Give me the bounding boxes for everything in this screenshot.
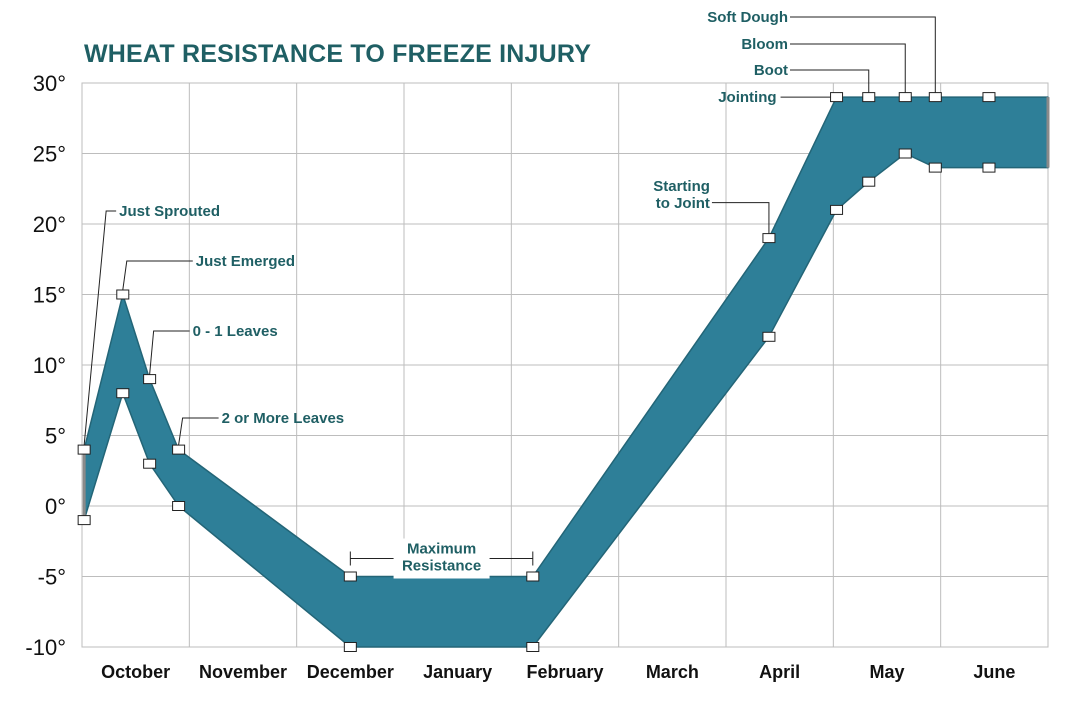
y-tick-label: 25°: [33, 142, 66, 167]
x-tick-label: May: [869, 662, 904, 682]
annotation-leader: [178, 417, 219, 446]
x-tick-label: February: [526, 662, 603, 682]
data-point-marker: [143, 458, 157, 469]
annotation-leader: [122, 260, 193, 291]
x-tick-label: March: [646, 662, 699, 682]
data-point-marker: [526, 642, 540, 652]
stage-annotations: Jointing Boot Bloom Soft Dough Starting to Jo…: [83, 9, 936, 579]
band-area: [83, 96, 1049, 648]
data-point-marker: [862, 176, 876, 187]
annotation-label: Just Sprouted: [119, 203, 220, 220]
annotation-label: Just Emerged: [196, 253, 295, 270]
x-tick-label: April: [759, 662, 800, 682]
annotation-label: Bloom: [741, 36, 788, 53]
data-point-marker: [143, 374, 157, 385]
data-point-marker: [116, 289, 130, 300]
data-point-marker: [898, 148, 912, 159]
data-point-marker: [982, 162, 996, 173]
annotation-leader: [790, 69, 870, 93]
x-tick-label: October: [101, 662, 170, 682]
y-tick-label: 10°: [33, 353, 66, 378]
annotation-leader: [149, 330, 190, 375]
annotation-label: Maximum Resistance: [402, 541, 481, 575]
annotation-leader: [790, 43, 906, 93]
grid-lines: [81, 82, 1049, 648]
annotation-leader: [711, 202, 770, 234]
data-point-marker: [172, 444, 186, 455]
data-point-marker: [928, 162, 942, 173]
annotation-leader: [790, 16, 936, 93]
data-point-marker: [343, 642, 357, 652]
data-point-marker: [830, 92, 844, 103]
y-tick-label: 0°: [45, 494, 66, 519]
x-tick-label: December: [307, 662, 394, 682]
y-tick-label: -10°: [25, 635, 66, 660]
data-point-marker: [762, 233, 776, 244]
chart-title: WHEAT RESISTANCE TO FREEZE INJURY: [84, 40, 592, 68]
x-tick-label: June: [973, 662, 1015, 682]
y-tick-label: 15°: [33, 283, 66, 308]
resistance-band: [82, 96, 1050, 648]
y-tick-label: 30°: [33, 71, 66, 96]
annotation-label: Boot: [754, 62, 788, 79]
data-point-marker: [982, 92, 996, 103]
x-tick-label: November: [199, 662, 287, 682]
annotation-label: 2 or More Leaves: [222, 410, 345, 427]
y-axis-ticks: 30° 25° 20° 15° 10° 5° 0° -5° -10°: [25, 71, 66, 660]
annotation-label-bg: [393, 538, 490, 579]
data-point-marker: [77, 444, 91, 455]
data-point-marker: [116, 388, 130, 399]
data-point-marker: [343, 571, 357, 582]
data-point-marker: [928, 92, 942, 103]
data-point-marker: [172, 501, 186, 511]
data-point-marker: [830, 204, 844, 215]
x-axis-ticks: October November December January February Ma…: [101, 662, 1015, 682]
annotation-leader: [83, 210, 117, 446]
data-point-marker: [77, 515, 91, 526]
annotation-label: 0 - 1 Leaves: [193, 323, 278, 340]
y-tick-label: 5°: [45, 424, 66, 449]
data-point-marker: [762, 331, 776, 342]
data-point-marker: [526, 571, 540, 582]
stage-markers: [77, 92, 996, 652]
data-point-marker: [862, 92, 876, 103]
x-tick-label: January: [423, 662, 492, 682]
annotation-label: Soft Dough: [707, 9, 788, 26]
y-tick-label: 20°: [33, 212, 66, 237]
annotation-label: Jointing: [718, 89, 776, 106]
annotation-label: Starting to Joint: [653, 178, 710, 212]
y-tick-label: -5°: [38, 565, 66, 590]
data-point-marker: [898, 92, 912, 103]
